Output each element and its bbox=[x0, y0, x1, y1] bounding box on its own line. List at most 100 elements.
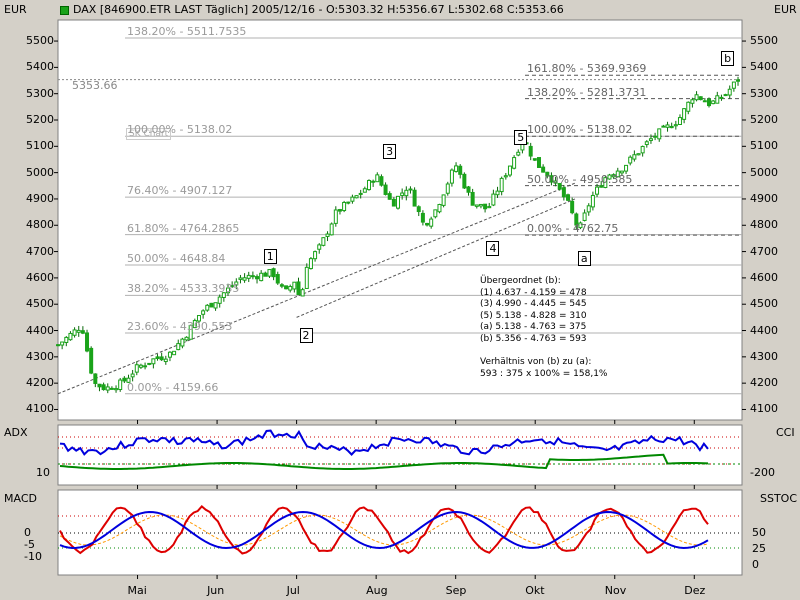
candle bbox=[130, 369, 135, 382]
candle-body bbox=[313, 251, 318, 260]
adx-panel bbox=[57, 424, 743, 486]
candle bbox=[342, 200, 347, 213]
candle-body bbox=[271, 268, 276, 278]
candle-body bbox=[441, 194, 446, 206]
candle bbox=[275, 271, 280, 285]
candle-body bbox=[134, 364, 139, 373]
candle bbox=[615, 167, 620, 178]
y-tick-label-left: 4400 bbox=[26, 323, 54, 337]
candle bbox=[561, 184, 566, 201]
candle-body bbox=[636, 153, 641, 156]
macd-tick-label: -10 bbox=[24, 550, 42, 563]
candle-body bbox=[570, 200, 575, 214]
candle bbox=[155, 354, 160, 361]
y-tick-label-left: 5400 bbox=[26, 60, 54, 74]
candle-body bbox=[143, 365, 148, 368]
candle-body bbox=[574, 213, 579, 226]
candle bbox=[325, 231, 330, 242]
y-tick-label-right: 4700 bbox=[750, 244, 778, 258]
candle bbox=[72, 327, 77, 338]
price-layer bbox=[54, 37, 746, 579]
x-tick-label: Mai bbox=[127, 584, 147, 597]
candle-body bbox=[279, 284, 284, 287]
candle bbox=[354, 195, 359, 199]
candle-body bbox=[358, 192, 363, 195]
fib-extension-label: 100.00% - 5138.02 bbox=[527, 123, 633, 137]
candle-body bbox=[184, 336, 189, 341]
candle bbox=[126, 374, 131, 383]
candle-body bbox=[653, 135, 658, 138]
price-panel bbox=[57, 19, 743, 421]
candle bbox=[201, 309, 206, 319]
candle-body bbox=[566, 194, 571, 201]
wave-label: 1 bbox=[263, 248, 277, 264]
macd-label: MACD bbox=[4, 492, 37, 505]
candle bbox=[665, 121, 670, 132]
candle bbox=[404, 186, 409, 201]
y-tick-label-left: 5200 bbox=[26, 113, 54, 126]
fib-level-label: 100.00% - 5138.02 bbox=[127, 123, 233, 137]
x-tick-label: Okt bbox=[525, 584, 545, 597]
candle-body bbox=[167, 351, 172, 358]
adx-layer bbox=[58, 429, 742, 470]
watermark: SK Chart bbox=[126, 128, 172, 140]
macd-signal-series bbox=[59, 514, 709, 546]
candle bbox=[478, 203, 483, 209]
y-tick-label-left: 5500 bbox=[26, 34, 54, 48]
candle bbox=[205, 304, 210, 312]
candle bbox=[516, 149, 521, 157]
candle bbox=[574, 212, 579, 230]
candle-body bbox=[698, 96, 703, 101]
candle-body bbox=[682, 108, 687, 120]
candle-body bbox=[532, 158, 537, 161]
candle bbox=[114, 385, 119, 393]
candle-body bbox=[528, 145, 533, 157]
candle bbox=[408, 186, 413, 194]
note-line: 593 : 375 x 100% = 158,1% bbox=[480, 368, 608, 379]
candle-body bbox=[342, 201, 347, 212]
candle-body bbox=[209, 302, 214, 308]
candle-body bbox=[590, 194, 595, 208]
y-tick-label-right: 5500 bbox=[750, 34, 778, 48]
candle bbox=[391, 197, 396, 207]
candle bbox=[532, 158, 537, 162]
candle-body bbox=[304, 266, 309, 289]
macd-panel bbox=[57, 489, 743, 576]
candle-body bbox=[686, 101, 691, 112]
candle-body bbox=[180, 338, 185, 347]
candle-body bbox=[325, 233, 330, 237]
candle bbox=[221, 292, 226, 302]
candle bbox=[180, 337, 185, 349]
candle bbox=[80, 326, 85, 335]
candle-body bbox=[702, 100, 707, 103]
candle-body bbox=[595, 186, 600, 195]
candle bbox=[661, 124, 666, 128]
candle-body bbox=[76, 329, 81, 333]
candle-body bbox=[611, 174, 616, 178]
candle bbox=[271, 267, 276, 281]
candle bbox=[192, 318, 197, 329]
candle bbox=[736, 76, 741, 86]
candle-body bbox=[163, 358, 168, 363]
chart-title-text: DAX [846900.ETR LAST Täglich] 2005/12/16… bbox=[73, 3, 564, 16]
candle bbox=[686, 101, 691, 115]
candle-body bbox=[259, 272, 264, 282]
candle bbox=[143, 362, 148, 370]
candle-body bbox=[541, 166, 546, 173]
candle bbox=[267, 269, 272, 278]
y-tick-label-right: 4400 bbox=[750, 323, 778, 337]
y-tick-label-right: 4900 bbox=[750, 191, 778, 205]
candle-body bbox=[242, 277, 247, 281]
candle-body bbox=[553, 180, 558, 184]
candle bbox=[491, 189, 496, 207]
candle-body bbox=[433, 209, 438, 218]
y-tick-label-left: 4900 bbox=[26, 191, 54, 205]
candle-body bbox=[267, 269, 272, 277]
candle-body bbox=[466, 186, 471, 193]
candle-body bbox=[400, 192, 405, 196]
candle bbox=[366, 179, 371, 191]
candle bbox=[466, 185, 471, 196]
candle bbox=[109, 386, 114, 390]
candle bbox=[396, 195, 401, 210]
